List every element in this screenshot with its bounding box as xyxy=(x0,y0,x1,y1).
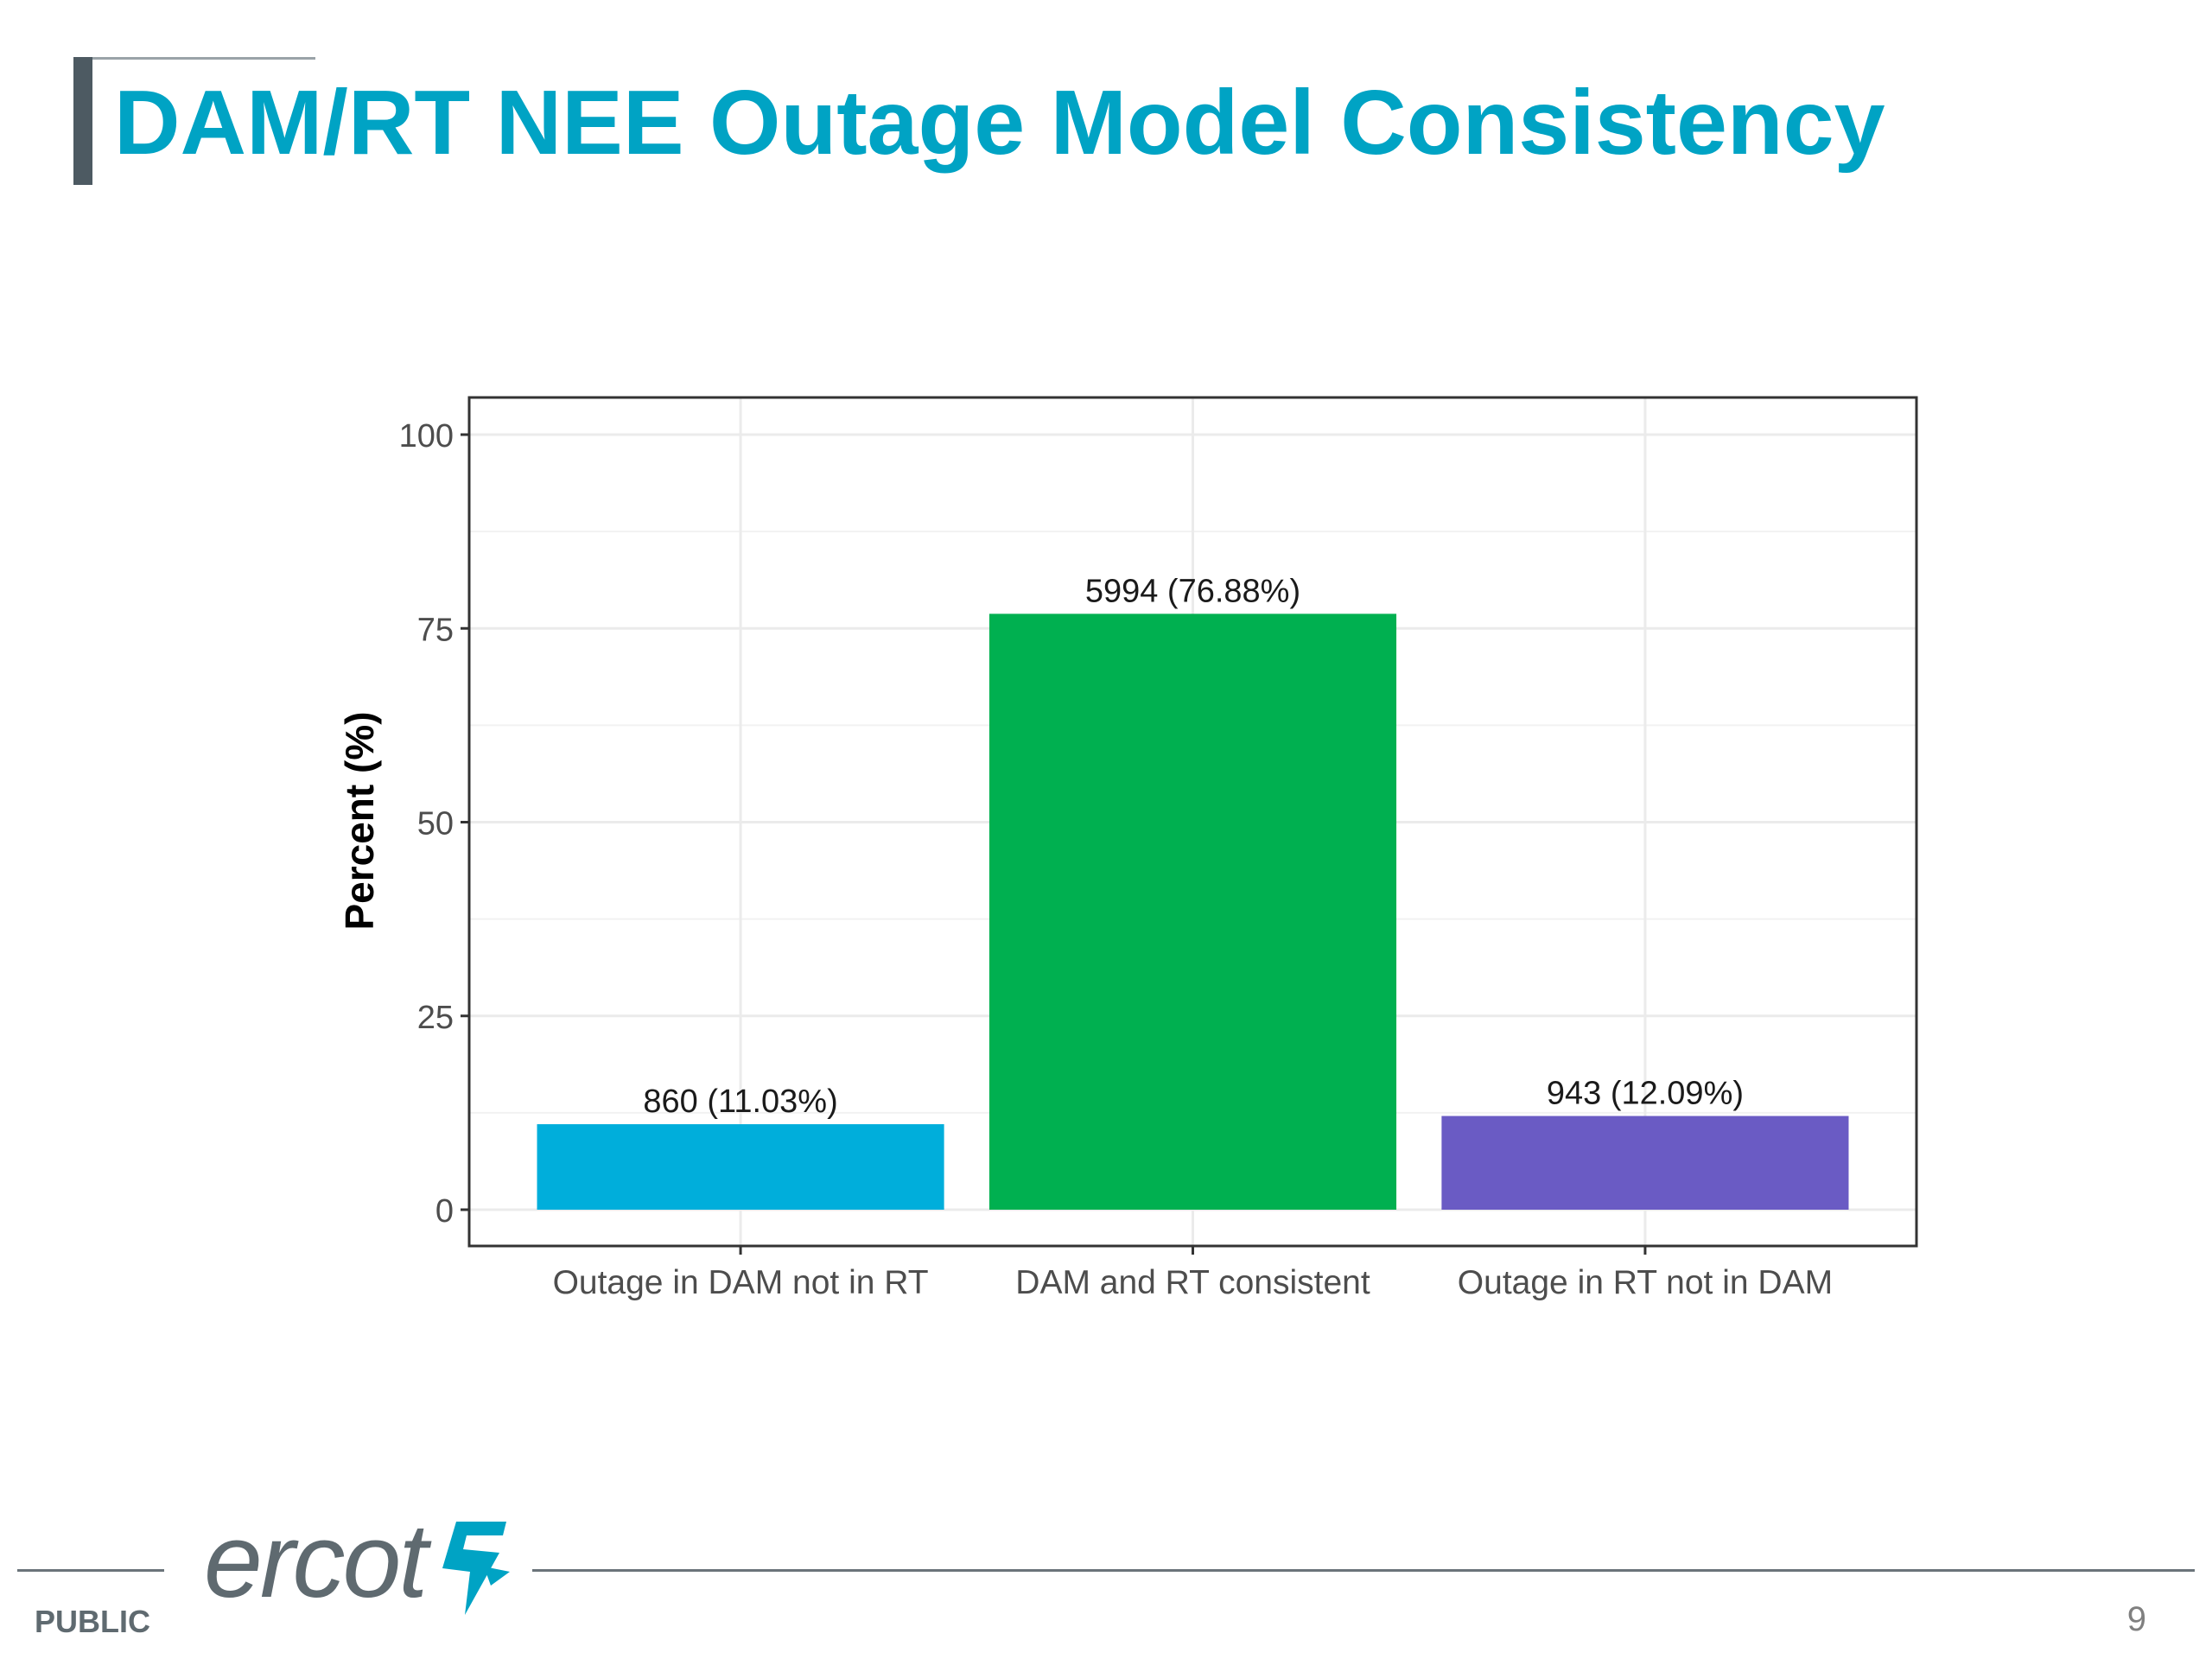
page-number: 9 xyxy=(2126,1600,2146,1638)
y-axis-label: Percent (%) xyxy=(337,711,382,930)
data-label-3: 943 (12.09%) xyxy=(1547,1076,1744,1112)
title-rule xyxy=(73,57,315,60)
lightning-icon xyxy=(442,1522,511,1615)
y-tick-label: 100 xyxy=(399,418,454,454)
y-tick-label: 50 xyxy=(417,806,454,842)
ercot-logo: ercot xyxy=(204,1508,517,1622)
x-tick-label-3: Outage in RT not in DAM xyxy=(1458,1264,1833,1301)
x-tick-label-1: Outage in DAM not in RT xyxy=(553,1264,929,1301)
data-label-2: 5994 (76.88%) xyxy=(1085,573,1300,609)
logo-wordmark: ercot xyxy=(204,1502,428,1619)
public-label: PUBLIC xyxy=(35,1604,150,1639)
x-tick-label-2: DAM and RT consistent xyxy=(1015,1264,1370,1301)
footer-line-left xyxy=(17,1569,164,1572)
y-tick-label: 75 xyxy=(417,612,454,648)
bar-3 xyxy=(1441,1116,1849,1210)
data-label-1: 860 (11.03%) xyxy=(643,1084,837,1120)
y-tick-label: 0 xyxy=(435,1193,454,1230)
page-title: DAM/RT NEE Outage Model Consistency xyxy=(114,72,1885,174)
title-accent-bar xyxy=(73,57,92,185)
y-tick-label: 25 xyxy=(417,1000,454,1036)
footer-line-right xyxy=(532,1569,2195,1572)
bar-1 xyxy=(537,1124,944,1210)
bar-chart: 860 (11.03%) 5994 (76.88%) 943 (12.09%) 0 25… xyxy=(337,396,1918,1301)
bar-2 xyxy=(988,613,1397,1210)
